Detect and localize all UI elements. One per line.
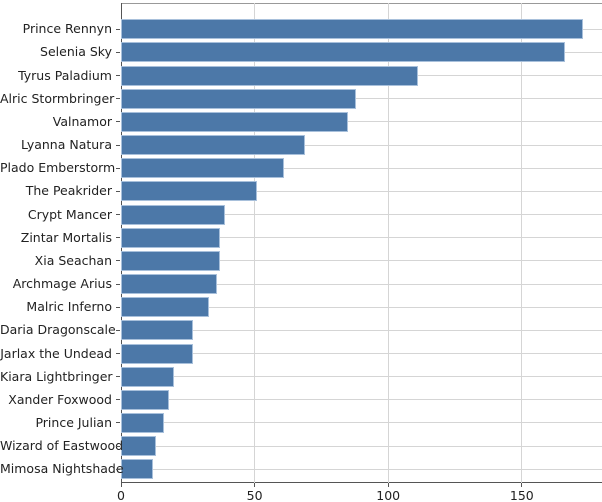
y-tick-label: Jarlax the Undead <box>0 345 112 361</box>
y-tick-mark <box>116 376 120 378</box>
x-gridline <box>254 3 256 483</box>
y-tick-label: Xia Seachan <box>34 252 112 268</box>
bar <box>121 389 170 410</box>
plot-area <box>121 3 602 483</box>
x-tick-mark <box>120 483 122 487</box>
y-tick-label: Prince Rennyn <box>22 21 112 37</box>
y-tick-label: Archmage Arius <box>12 276 112 292</box>
x-tick-mark <box>387 483 389 487</box>
y-tick-label: Malric Inferno <box>26 299 112 315</box>
bar <box>121 158 284 179</box>
bar <box>121 88 357 109</box>
y-tick-label: Valnamor <box>52 113 112 129</box>
bar <box>121 366 175 387</box>
y-gridline <box>121 422 602 424</box>
y-tick-mark <box>116 283 120 285</box>
x-tick-label: 150 <box>509 488 534 502</box>
y-gridline <box>121 306 602 308</box>
x-gridline <box>387 3 389 483</box>
y-gridline <box>121 445 602 447</box>
bar <box>121 19 584 40</box>
y-gridline <box>121 399 602 401</box>
x-tick-label: 0 <box>117 488 125 502</box>
y-tick-mark <box>116 353 120 354</box>
top-spine <box>121 3 602 4</box>
y-tick-label: Crypt Mancer <box>27 206 112 222</box>
x-tick-label: 100 <box>376 488 401 502</box>
bar <box>121 297 210 318</box>
bar <box>121 204 226 225</box>
x-tick-mark <box>254 483 256 487</box>
bar <box>121 181 258 202</box>
y-tick-mark <box>116 214 120 216</box>
y-tick-mark <box>116 306 120 308</box>
y-gridline <box>121 144 602 146</box>
y-tick-mark <box>116 144 120 146</box>
bottom-spine <box>121 482 602 483</box>
y-tick-label: Prince Julian <box>35 414 112 430</box>
y-tick-label: Selenia Sky <box>40 44 112 60</box>
y-tick-label: Daria Dragonscale <box>0 322 116 338</box>
bar <box>121 42 565 63</box>
y-gridline <box>121 121 602 123</box>
y-tick-mark <box>116 422 120 424</box>
y-tick-mark <box>116 399 120 401</box>
y-tick-label: Kiara Lightbringer <box>0 368 113 384</box>
y-tick-mark <box>116 445 120 447</box>
y-gridline <box>121 167 602 169</box>
bar <box>121 343 194 364</box>
y-gridline <box>121 98 602 100</box>
y-tick-label: Zintar Mortalis <box>20 229 112 245</box>
y-tick-label: Plado Emberstorm <box>0 160 116 176</box>
y-gridline <box>121 283 602 285</box>
y-tick-mark <box>116 121 120 123</box>
y-tick-mark <box>116 468 120 470</box>
bar <box>121 459 154 480</box>
bar <box>121 412 164 433</box>
y-gridline <box>121 353 602 354</box>
y-gridline <box>121 468 602 470</box>
x-tick-label: 50 <box>246 488 263 502</box>
y-gridline <box>121 329 602 331</box>
bar <box>121 320 194 341</box>
bar <box>121 250 220 271</box>
bar <box>121 436 156 457</box>
y-tick-mark <box>116 167 120 169</box>
y-tick-label: Mimosa Nightshade <box>0 461 124 477</box>
bar <box>121 135 306 156</box>
y-tick-mark <box>116 98 120 100</box>
bar <box>121 227 220 248</box>
y-tick-label: Wizard of Eastwood <box>0 438 124 454</box>
y-gridline <box>121 376 602 378</box>
y-gridline <box>121 260 602 262</box>
y-tick-mark <box>116 329 120 331</box>
y-tick-mark <box>116 260 120 262</box>
y-tick-label: Tyrus Paladium <box>18 67 112 83</box>
bar <box>121 65 418 86</box>
y-tick-mark <box>116 28 120 30</box>
y-tick-label: Lyanna Natura <box>21 137 112 153</box>
y-tick-label: Alric Stormbringer <box>0 90 115 106</box>
bar <box>121 111 349 132</box>
y-gridline <box>121 190 602 192</box>
x-tick-mark <box>521 483 523 487</box>
y-gridline <box>121 214 602 216</box>
y-tick-mark <box>116 237 120 239</box>
y-gridline <box>121 237 602 239</box>
y-tick-mark <box>116 51 120 53</box>
bar <box>121 274 218 295</box>
y-tick-label: The Peakrider <box>25 183 112 199</box>
y-tick-label: Xander Foxwood <box>8 391 112 407</box>
y-tick-mark <box>116 75 120 77</box>
y-tick-mark <box>116 190 120 192</box>
x-gridline <box>521 3 523 483</box>
